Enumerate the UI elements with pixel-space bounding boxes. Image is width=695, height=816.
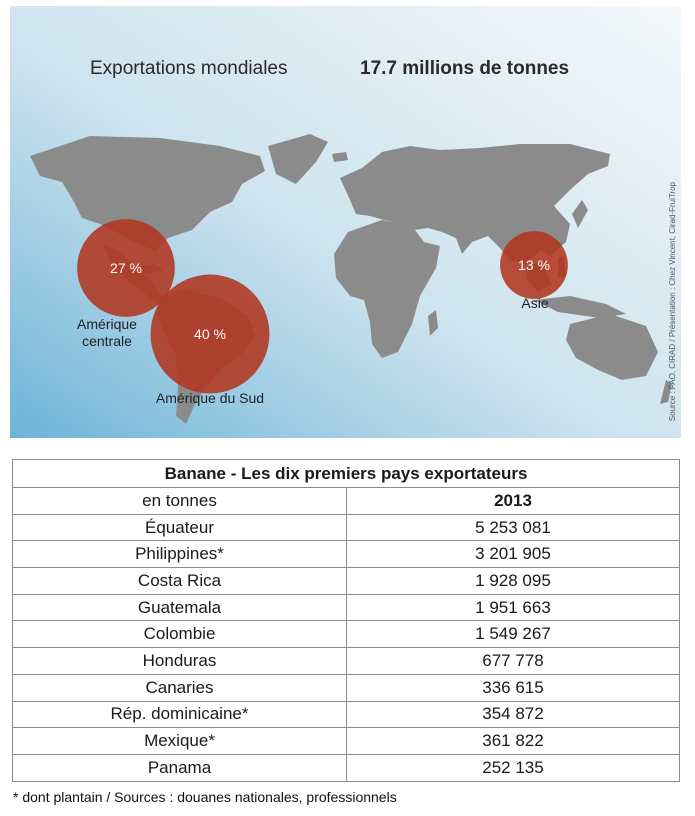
value-cell: 677 778	[346, 647, 680, 675]
country-cell: Canaries	[12, 673, 347, 702]
japan	[572, 200, 588, 228]
country-cell: Honduras	[12, 647, 347, 675]
country-cell: Philippines*	[12, 540, 347, 569]
value-cell: 1 549 267	[346, 620, 680, 649]
table-header-row: en tonnes 2013	[12, 487, 680, 515]
source-note: Source : FAO, CIRAD / Présentation : Che…	[668, 182, 677, 422]
country-cell: Équateur	[12, 513, 347, 542]
table-row: Équateur 5 253 081	[12, 513, 680, 542]
table-row: Philippines* 3 201 905	[12, 540, 680, 569]
value-cell: 3 201 905	[346, 540, 680, 569]
value-cell: 252 135	[346, 753, 680, 782]
africa	[334, 220, 440, 358]
table-row: Mexique* 361 822	[12, 727, 680, 755]
map-total: 17.7 millions de tonnes	[360, 58, 570, 79]
table-row: Canaries 336 615	[12, 673, 680, 702]
region-bubbles	[77, 219, 568, 394]
map-title: Exportations mondiales	[90, 58, 288, 79]
country-cell: Rép. dominicaine*	[12, 700, 347, 729]
table-row: Guatemala 1 951 663	[12, 593, 680, 622]
bubble-label-south-america: 40 %	[194, 326, 226, 342]
value-cell: 361 822	[346, 727, 680, 755]
table-title-row: Banane - Les dix premiers pays exportate…	[12, 459, 680, 488]
table-row: Panama 252 135	[12, 753, 680, 782]
region-bubble	[150, 274, 270, 394]
table-title: Banane - Les dix premiers pays exportate…	[12, 459, 680, 488]
value-cell: 336 615	[346, 673, 680, 702]
country-cell: Mexique*	[12, 727, 347, 755]
greenland	[268, 134, 328, 184]
value-cell: 5 253 081	[346, 513, 680, 542]
table-row: Honduras 677 778	[12, 647, 680, 675]
column-header-year: 2013	[346, 487, 680, 515]
column-header-unit: en tonnes	[12, 487, 347, 515]
world-map-panel: Exportations mondiales 17.7 millions de …	[10, 6, 681, 438]
table-row: Colombie 1 549 267	[12, 620, 680, 649]
table-row: Rép. dominicaine* 354 872	[12, 700, 680, 729]
region-label-central-america: Amérique centrale	[77, 316, 137, 349]
country-cell: Guatemala	[12, 593, 347, 622]
country-cell: Panama	[12, 753, 347, 782]
table-row: Costa Rica 1 928 095	[12, 567, 680, 595]
country-cell: Costa Rica	[12, 567, 347, 595]
region-bubble	[500, 231, 568, 299]
region-bubble	[77, 219, 175, 317]
madagascar	[428, 310, 438, 336]
footnote: * dont plantain / Sources : douanes nati…	[13, 789, 397, 805]
region-label-south-america: Amérique du Sud	[155, 390, 265, 406]
australia	[566, 314, 658, 380]
world-map	[10, 6, 681, 438]
indonesia	[534, 296, 626, 318]
iceland	[332, 152, 348, 162]
bubble-label-asia: 13 %	[518, 257, 550, 273]
bubble-label-central-america: 27 %	[110, 260, 142, 276]
north-america	[30, 136, 265, 251]
country-cell: Colombie	[12, 620, 347, 649]
value-cell: 354 872	[346, 700, 680, 729]
value-cell: 1 928 095	[346, 567, 680, 595]
region-label-asia: Asie	[521, 295, 549, 311]
value-cell: 1 951 663	[346, 593, 680, 622]
new-zealand	[660, 380, 672, 404]
exporters-table: Banane - Les dix premiers pays exportate…	[12, 459, 680, 782]
